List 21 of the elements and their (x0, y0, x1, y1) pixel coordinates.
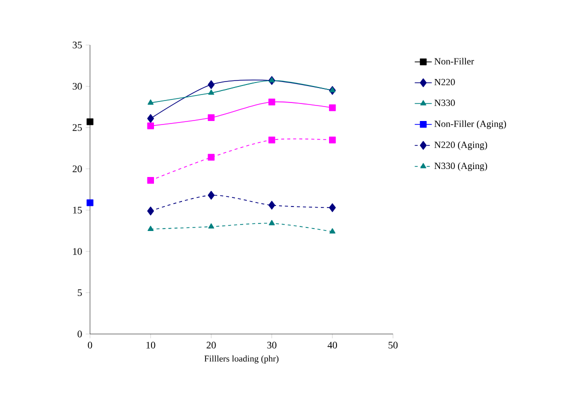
legend-label: N220 (434, 78, 455, 86)
y-tick-label: 10 (73, 248, 82, 255)
x-tick-label: 40 (328, 342, 338, 348)
y-tick-label: 15 (73, 206, 82, 214)
y-tick-label: 30 (72, 82, 82, 90)
legend-label: N220 (Aging) (434, 141, 488, 150)
x-tick-label: 0 (88, 342, 92, 348)
legend-label: Non-Filler (Aging) (434, 120, 506, 129)
y-tick-label: 5 (78, 289, 82, 296)
x-tick-label: 30 (267, 342, 276, 348)
x-tick-label: 20 (206, 342, 216, 348)
y-tick-label: 0 (78, 330, 82, 338)
y-tick-label: 35 (72, 42, 82, 48)
y-tick-label: 20 (72, 165, 82, 172)
legend-label: N330 (Aging) (434, 162, 488, 171)
x-axis-title: Filllers loading (phr) (204, 355, 278, 364)
legend-label: Non-Filler (434, 58, 474, 65)
y-tick-label: 25 (72, 124, 82, 131)
x-tick-label: 10 (146, 342, 156, 348)
legend-label: N330 (434, 100, 455, 106)
x-tick-label: 50 (388, 342, 398, 348)
